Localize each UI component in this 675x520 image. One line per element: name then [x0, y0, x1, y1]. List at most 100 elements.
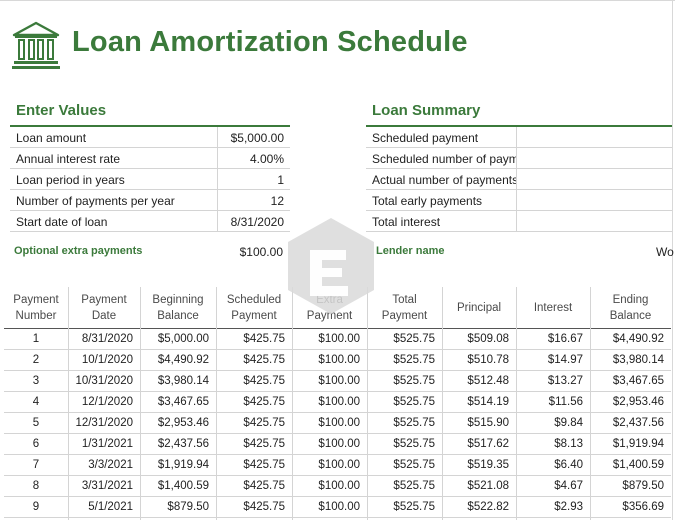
- cell-scheduled-payment[interactable]: $425.75: [243, 417, 285, 429]
- cell-interest[interactable]: $6.40: [554, 459, 583, 471]
- cell-payment-number[interactable]: 6: [32, 438, 40, 450]
- cell-scheduled-payment[interactable]: $425.75: [243, 354, 285, 366]
- cell-payment-number[interactable]: 4: [32, 396, 40, 408]
- cell-payment-date[interactable]: 12/31/2020: [75, 417, 133, 429]
- cell-interest[interactable]: $4.67: [554, 480, 583, 492]
- cell-beginning-balance[interactable]: $3,467.65: [157, 396, 209, 408]
- lender-name-input[interactable]: Wo: [656, 245, 674, 259]
- cell-scheduled-payment[interactable]: $425.75: [243, 459, 285, 471]
- cell-ending-balance[interactable]: $3,980.14: [612, 354, 664, 366]
- cell-payment-number[interactable]: 2: [32, 354, 40, 366]
- cell-beginning-balance[interactable]: $1,919.94: [157, 459, 209, 471]
- table-row: 3 10/31/2020 $3,980.14 $425.75 $100.00 $525.7…: [4, 371, 671, 392]
- cell-interest[interactable]: $2.93: [554, 501, 583, 513]
- cell-beginning-balance[interactable]: $879.50: [167, 501, 209, 513]
- cell-beginning-balance[interactable]: $2,953.46: [157, 417, 209, 429]
- cell-total-payment[interactable]: $525.75: [393, 396, 435, 408]
- cell-payment-date[interactable]: 3/31/2021: [81, 480, 133, 492]
- cell-payment-number[interactable]: 1: [32, 333, 40, 345]
- cell-ending-balance[interactable]: $4,490.92: [612, 333, 664, 345]
- interest-rate-input[interactable]: 4.00%: [249, 152, 284, 166]
- cell-ending-balance[interactable]: $1,400.59: [612, 459, 664, 471]
- start-date-input[interactable]: 8/31/2020: [230, 215, 284, 229]
- cell-beginning-balance[interactable]: $4,490.92: [157, 354, 209, 366]
- cell-beginning-balance[interactable]: $5,000.00: [157, 333, 209, 345]
- cell-total-payment[interactable]: $525.75: [393, 375, 435, 387]
- cell-payment-date[interactable]: 1/31/2021: [81, 438, 133, 450]
- cell-extra-payment[interactable]: $100.00: [318, 438, 360, 450]
- cell-principal[interactable]: $509.08: [467, 333, 509, 345]
- cell-extra-payment[interactable]: $100.00: [318, 354, 360, 366]
- cell-beginning-balance[interactable]: $1,400.59: [157, 480, 209, 492]
- cell-principal[interactable]: $514.19: [467, 396, 509, 408]
- cell-payment-number[interactable]: 5: [32, 417, 40, 429]
- cell-total-payment[interactable]: $525.75: [393, 354, 435, 366]
- cell-beginning-balance[interactable]: $2,437.56: [157, 438, 209, 450]
- cell-payment-date[interactable]: 5/1/2021: [88, 501, 133, 513]
- cell-principal[interactable]: $521.08: [467, 480, 509, 492]
- cell-ending-balance[interactable]: $3,467.65: [612, 375, 664, 387]
- cell-payment-date[interactable]: 10/31/2020: [75, 375, 133, 387]
- cell-ending-balance[interactable]: $2,437.56: [612, 417, 664, 429]
- summary-label: Scheduled payment: [372, 131, 479, 145]
- cell-extra-payment[interactable]: $100.00: [318, 459, 360, 471]
- cell-scheduled-payment[interactable]: $425.75: [243, 438, 285, 450]
- cell-total-payment[interactable]: $525.75: [393, 480, 435, 492]
- loan-period-input[interactable]: 1: [277, 173, 284, 187]
- cell-ending-balance[interactable]: $1,919.94: [612, 438, 664, 450]
- sheet-right-gridline: [672, 0, 673, 520]
- cell-scheduled-payment[interactable]: $425.75: [243, 375, 285, 387]
- cell-extra-payment[interactable]: $100.00: [318, 333, 360, 345]
- column-divider: [217, 127, 218, 148]
- cell-extra-payment[interactable]: $100.00: [318, 501, 360, 513]
- input-label: Loan period in years: [16, 173, 125, 187]
- optional-extra-payments-label: Optional extra payments: [14, 245, 143, 257]
- cell-payment-number[interactable]: 8: [32, 480, 40, 492]
- cell-principal[interactable]: $515.90: [467, 417, 509, 429]
- cell-payment-number[interactable]: 9: [32, 501, 40, 513]
- cell-principal[interactable]: $522.82: [467, 501, 509, 513]
- cell-total-payment[interactable]: $525.75: [393, 417, 435, 429]
- cell-principal[interactable]: $519.35: [467, 459, 509, 471]
- column-divider: [216, 287, 217, 520]
- cell-interest[interactable]: $9.84: [554, 417, 583, 429]
- cell-interest[interactable]: $11.56: [548, 396, 583, 408]
- cell-extra-payment[interactable]: $100.00: [318, 396, 360, 408]
- cell-payment-date[interactable]: 3/3/2021: [88, 459, 133, 471]
- cell-payment-date[interactable]: 8/31/2020: [81, 333, 133, 345]
- payments-per-year-input[interactable]: 12: [270, 194, 284, 208]
- cell-ending-balance[interactable]: $2,953.46: [612, 396, 664, 408]
- cell-scheduled-payment[interactable]: $425.75: [243, 480, 285, 492]
- cell-ending-balance[interactable]: $356.69: [622, 501, 664, 513]
- column-header-beginning-balance: Beginning Balance: [140, 287, 216, 329]
- cell-scheduled-payment[interactable]: $425.75: [243, 501, 285, 513]
- cell-payment-number[interactable]: 3: [32, 375, 40, 387]
- cell-extra-payment[interactable]: $100.00: [318, 417, 360, 429]
- cell-scheduled-payment[interactable]: $425.75: [243, 333, 285, 345]
- lender-name-label: Lender name: [376, 245, 445, 257]
- optional-extra-payments-input[interactable]: $100.00: [239, 245, 283, 259]
- header-line: Payment: [81, 294, 127, 306]
- cell-interest[interactable]: $13.27: [547, 375, 583, 387]
- cell-payment-number[interactable]: 7: [32, 459, 40, 471]
- cell-extra-payment[interactable]: $100.00: [318, 375, 360, 387]
- cell-total-payment[interactable]: $525.75: [393, 501, 435, 513]
- cell-interest[interactable]: $8.13: [554, 438, 583, 450]
- cell-scheduled-payment[interactable]: $425.75: [243, 396, 285, 408]
- cell-payment-date[interactable]: 10/1/2020: [81, 354, 133, 366]
- cell-total-payment[interactable]: $525.75: [393, 333, 435, 345]
- window-top-border: [0, 0, 675, 1]
- cell-extra-payment[interactable]: $100.00: [318, 480, 360, 492]
- cell-interest[interactable]: $16.67: [547, 333, 583, 345]
- cell-total-payment[interactable]: $525.75: [393, 459, 435, 471]
- header-line: Ending: [612, 294, 649, 306]
- cell-payment-date[interactable]: 12/1/2020: [81, 396, 133, 408]
- cell-principal[interactable]: $517.62: [467, 438, 509, 450]
- cell-principal[interactable]: $510.78: [467, 354, 509, 366]
- cell-beginning-balance[interactable]: $3,980.14: [157, 375, 209, 387]
- cell-interest[interactable]: $14.97: [547, 354, 583, 366]
- cell-ending-balance[interactable]: $879.50: [622, 480, 664, 492]
- cell-total-payment[interactable]: $525.75: [393, 438, 435, 450]
- loan-amount-input[interactable]: $5,000.00: [230, 131, 284, 145]
- cell-principal[interactable]: $512.48: [467, 375, 509, 387]
